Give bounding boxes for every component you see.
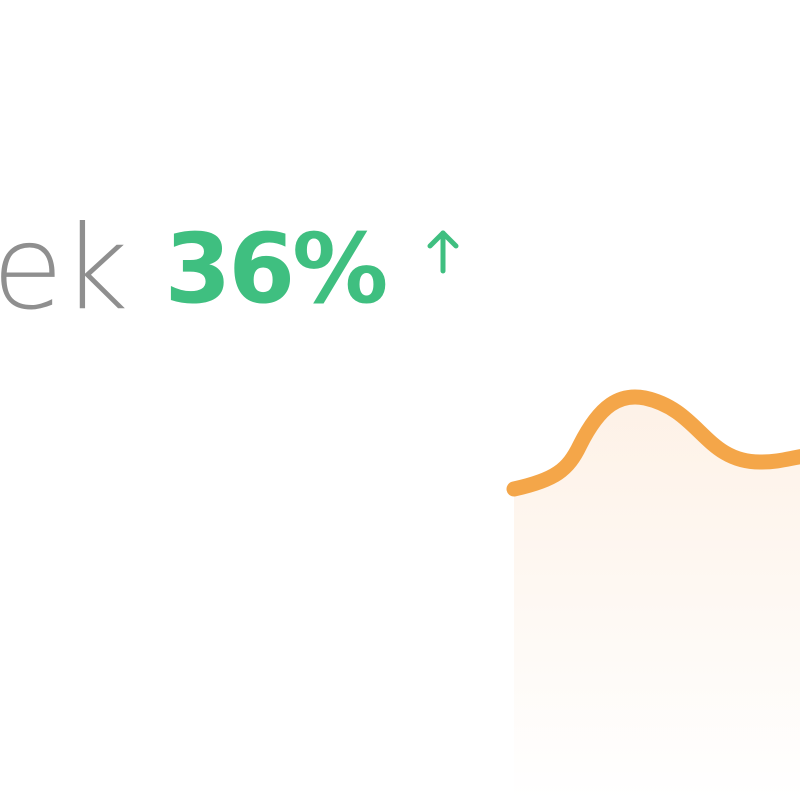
sparkline-chart bbox=[0, 0, 800, 800]
stat-card: ek 36% bbox=[0, 0, 800, 800]
